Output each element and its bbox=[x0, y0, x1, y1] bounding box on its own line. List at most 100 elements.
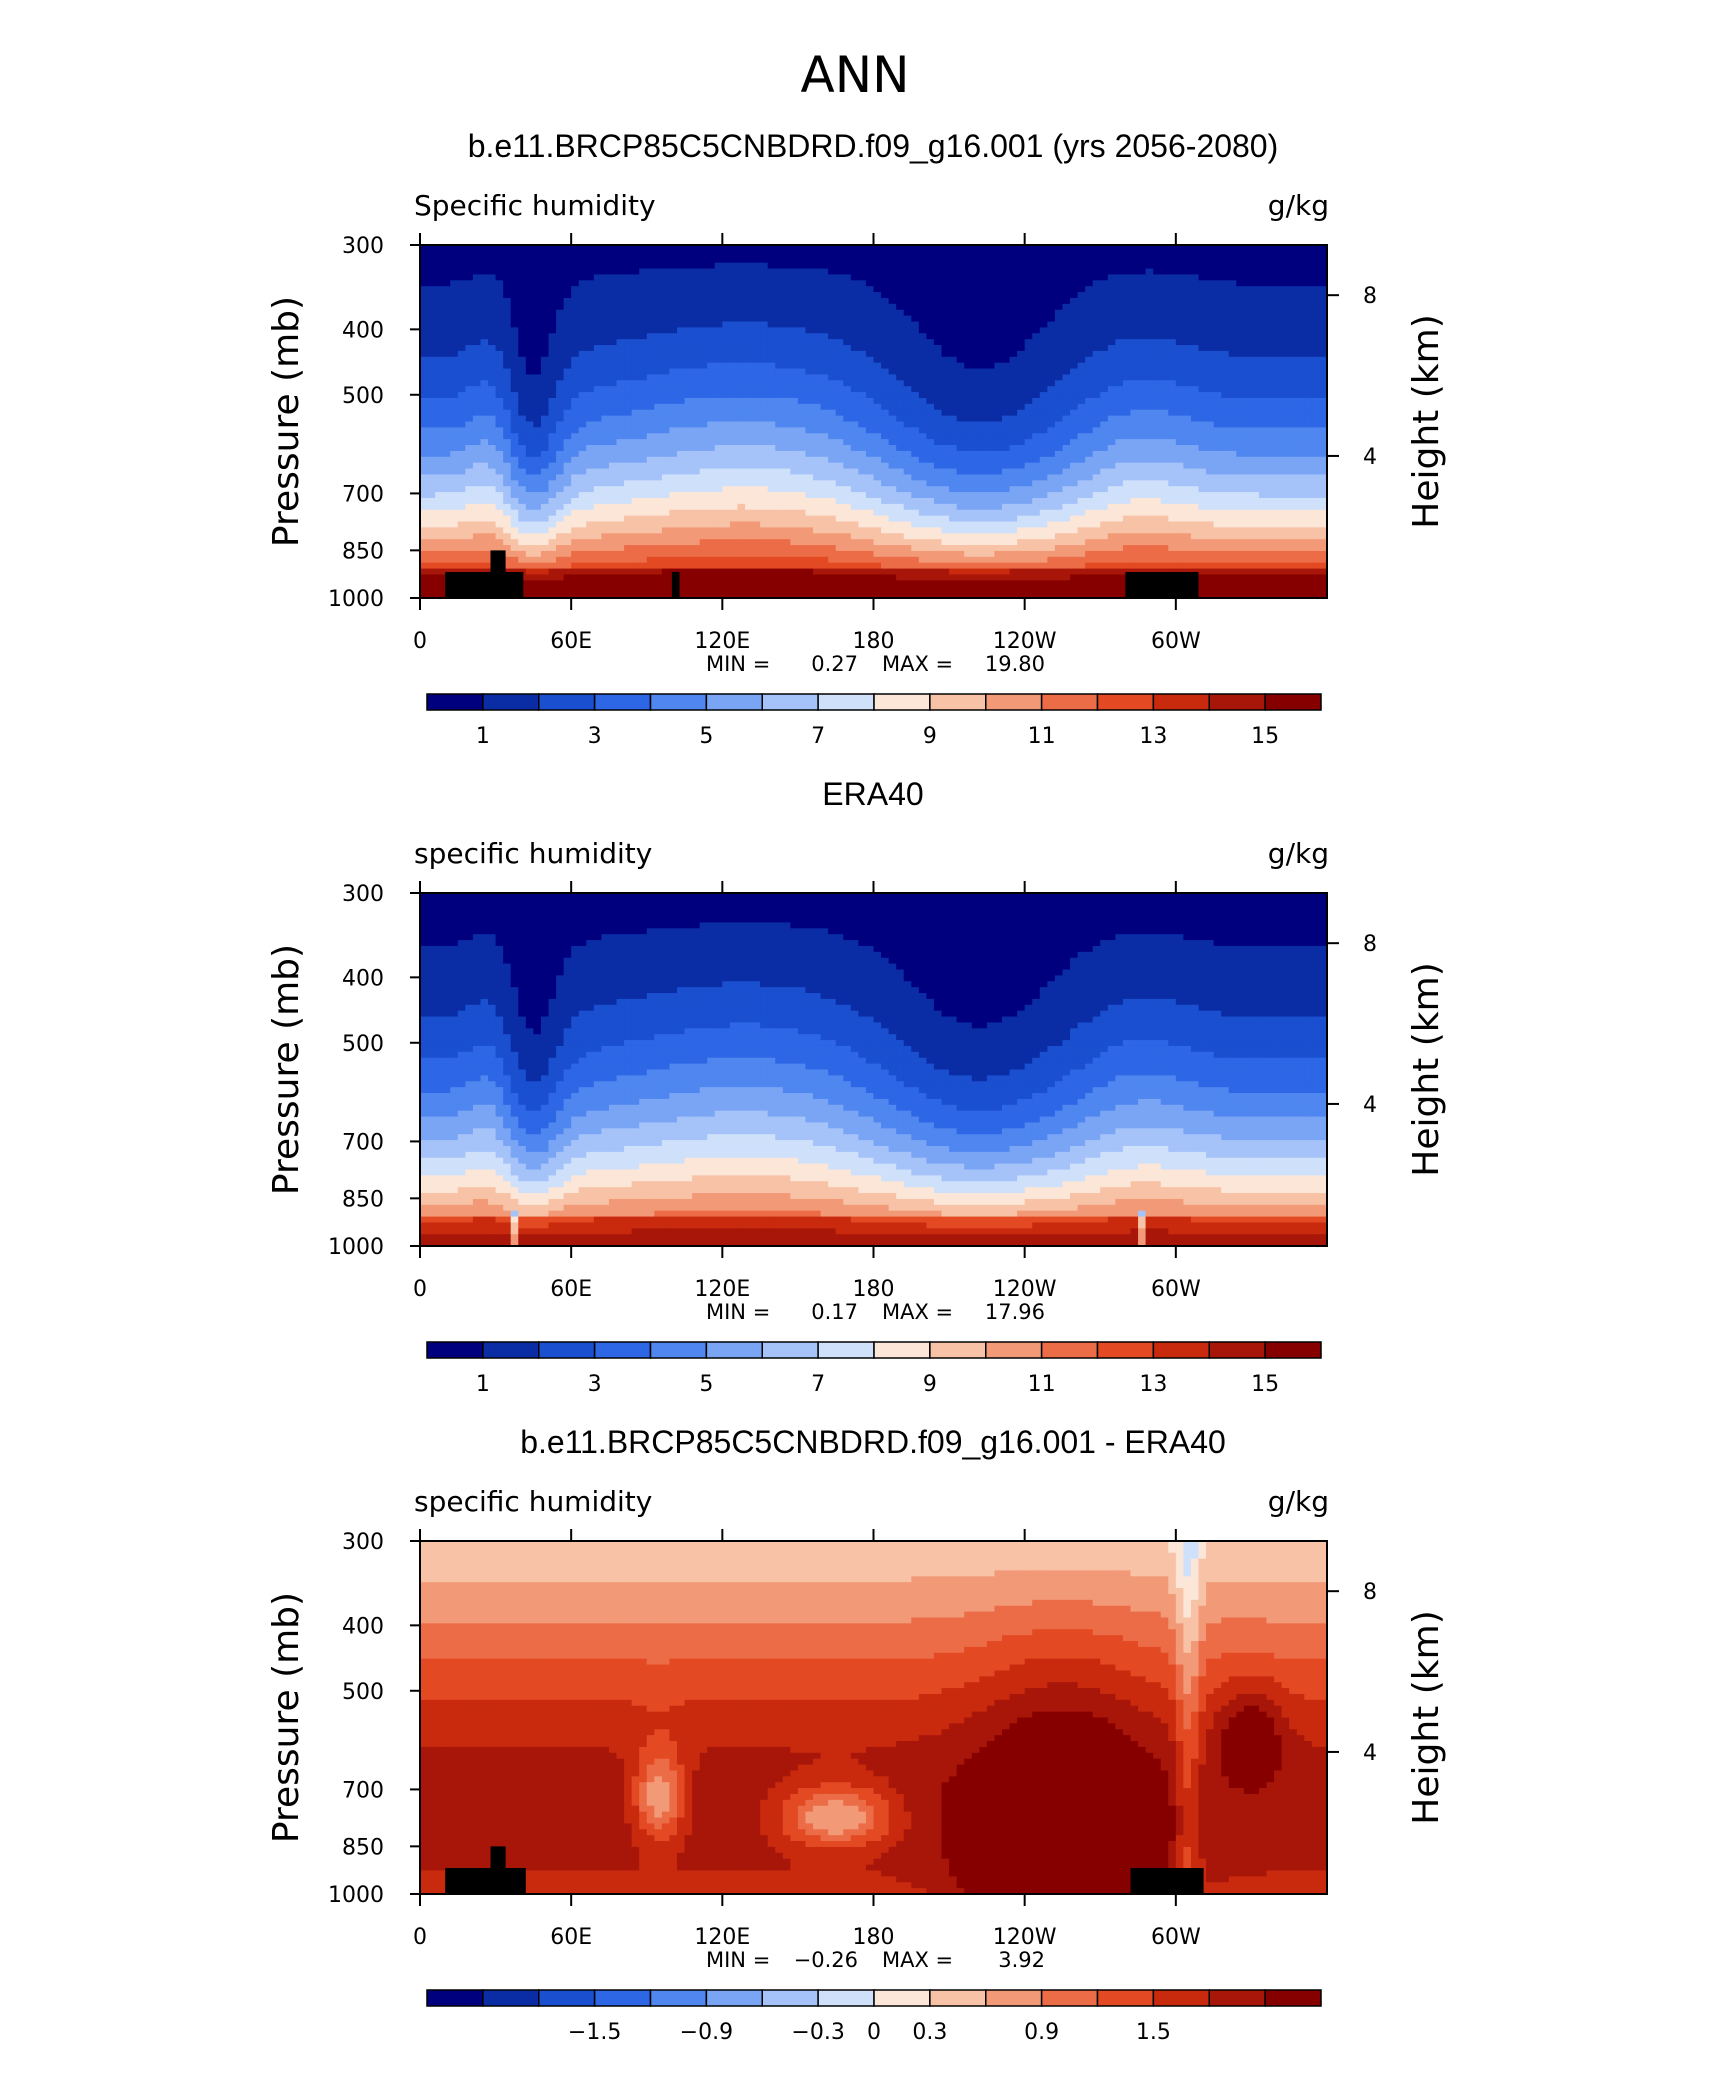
contour-cell bbox=[1146, 263, 1154, 269]
contour-cell bbox=[428, 257, 436, 263]
contour-cell bbox=[1191, 298, 1199, 304]
contour-cell bbox=[1244, 316, 1252, 322]
contour-cell bbox=[979, 280, 987, 286]
contour-cell bbox=[480, 298, 488, 304]
contour-cell bbox=[624, 292, 632, 298]
contour-cell bbox=[805, 333, 813, 339]
contour-cell bbox=[458, 298, 466, 304]
contour-cell bbox=[730, 251, 738, 257]
contour-cell bbox=[1032, 310, 1040, 316]
contour-cell bbox=[707, 316, 715, 322]
contour-cell bbox=[987, 298, 995, 304]
contour-cell bbox=[458, 274, 466, 280]
contour-cell bbox=[677, 292, 685, 298]
contour-cell bbox=[1025, 280, 1033, 286]
contour-cell bbox=[1236, 298, 1244, 304]
contour-cell bbox=[473, 298, 481, 304]
contour-cell bbox=[488, 251, 496, 257]
contour-cell bbox=[662, 280, 670, 286]
contour-cell bbox=[851, 280, 859, 286]
contour-cell bbox=[813, 269, 821, 275]
contour-cell bbox=[1161, 269, 1169, 275]
contour-cell bbox=[1032, 286, 1040, 292]
contour-cell bbox=[1267, 274, 1275, 280]
contour-cell bbox=[760, 321, 768, 327]
contour-cell bbox=[435, 327, 443, 333]
contour-cell bbox=[1176, 298, 1184, 304]
contour-cell bbox=[579, 304, 587, 310]
contour-cell bbox=[647, 269, 655, 275]
contour-cell bbox=[1146, 251, 1154, 257]
contour-cell bbox=[639, 304, 647, 310]
contour-cell bbox=[662, 304, 670, 310]
contour-cell bbox=[548, 263, 556, 269]
contour-cell bbox=[753, 286, 761, 292]
contour-cell bbox=[1040, 321, 1048, 327]
contour-cell bbox=[1085, 263, 1093, 269]
contour-cell bbox=[488, 263, 496, 269]
contour-cell bbox=[934, 274, 942, 280]
contour-cell bbox=[896, 310, 904, 316]
contour-cell bbox=[919, 280, 927, 286]
contour-cell bbox=[1206, 292, 1214, 298]
contour-cell bbox=[541, 316, 549, 322]
contour-cell bbox=[866, 310, 874, 316]
contour-cell bbox=[465, 257, 473, 263]
contour-cell bbox=[730, 304, 738, 310]
contour-cell bbox=[647, 316, 655, 322]
contour-cell bbox=[715, 321, 723, 327]
contour-cell bbox=[594, 310, 602, 316]
contour-cell bbox=[669, 292, 677, 298]
contour-cell bbox=[1251, 286, 1259, 292]
contour-cell bbox=[1025, 304, 1033, 310]
contour-cell bbox=[760, 292, 768, 298]
contour-cell bbox=[1047, 298, 1055, 304]
contour-cell bbox=[564, 327, 572, 333]
contour-cell bbox=[904, 274, 912, 280]
contour-cell bbox=[783, 257, 791, 263]
contour-cell bbox=[609, 263, 617, 269]
contour-cell bbox=[1115, 269, 1123, 275]
contour-cell bbox=[1153, 251, 1161, 257]
contour-cell bbox=[964, 263, 972, 269]
contour-cell bbox=[1229, 280, 1237, 286]
contour-cell bbox=[609, 321, 617, 327]
contour-cell bbox=[526, 298, 534, 304]
contour-cell bbox=[836, 298, 844, 304]
contour-cell bbox=[443, 274, 451, 280]
contour-cell bbox=[526, 286, 534, 292]
contour-cell bbox=[579, 280, 587, 286]
contour-cell bbox=[1138, 327, 1146, 333]
contour-cell bbox=[488, 333, 496, 339]
contour-cell bbox=[926, 286, 934, 292]
panel-0: b.e11.BRCP85C5CNBDRD.f09_g16.001 (yrs 20… bbox=[266, 128, 1447, 749]
contour-cell bbox=[874, 280, 882, 286]
contour-cell bbox=[745, 251, 753, 257]
contour-cell bbox=[1115, 298, 1123, 304]
figure-title: ANN bbox=[800, 46, 909, 104]
contour-cell bbox=[639, 298, 647, 304]
contour-cell bbox=[571, 286, 579, 292]
contour-cell bbox=[881, 257, 889, 263]
contour-cell bbox=[1304, 327, 1312, 333]
contour-cell bbox=[874, 274, 882, 280]
contour-cell bbox=[1274, 269, 1282, 275]
contour-cell bbox=[654, 310, 662, 316]
contour-cell bbox=[571, 257, 579, 263]
contour-cell bbox=[775, 321, 783, 327]
contour-cell bbox=[571, 333, 579, 339]
contour-cell bbox=[1085, 286, 1093, 292]
contour-cell bbox=[473, 321, 481, 327]
contour-cell bbox=[1047, 304, 1055, 310]
contour-cell bbox=[745, 269, 753, 275]
contour-cell bbox=[480, 251, 488, 257]
contour-cell bbox=[790, 274, 798, 280]
contour-cell bbox=[805, 286, 813, 292]
contour-cell bbox=[428, 333, 436, 339]
contour-cell bbox=[957, 269, 965, 275]
contour-cell bbox=[1289, 257, 1297, 263]
contour-cell bbox=[496, 274, 504, 280]
contour-cell bbox=[1025, 310, 1033, 316]
contour-cell bbox=[775, 257, 783, 263]
contour-cell bbox=[503, 298, 511, 304]
